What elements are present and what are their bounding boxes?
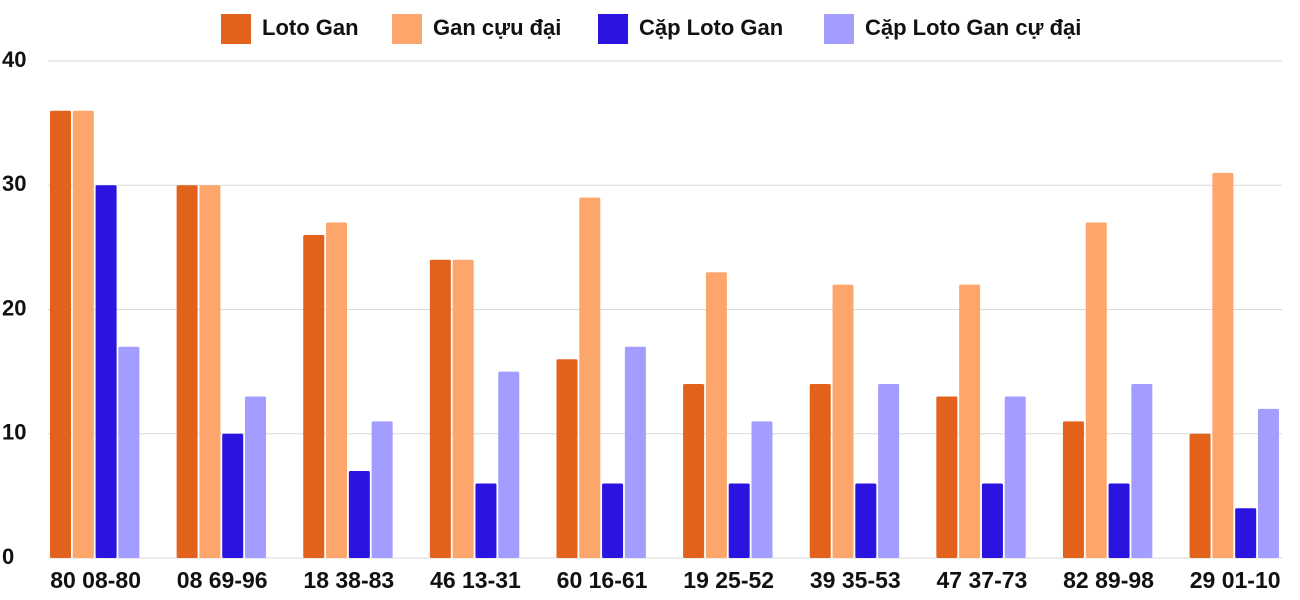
bar [498, 371, 520, 558]
y-tick-label: 20 [2, 295, 26, 320]
bar [981, 483, 1003, 558]
bar [959, 284, 981, 558]
bar [72, 110, 94, 558]
bar [176, 185, 198, 558]
x-tick-label: 47 37-73 [937, 567, 1028, 593]
bar [878, 384, 900, 558]
x-tick-label: 60 16-61 [557, 567, 648, 593]
legend-label: Gan cựu đại [433, 15, 561, 40]
x-tick-label: 29 01-10 [1190, 567, 1281, 593]
bar [936, 396, 958, 558]
x-tick-label: 82 89-98 [1063, 567, 1154, 593]
legend-label: Loto Gan [262, 15, 359, 40]
bar [1085, 222, 1107, 558]
bar [1131, 384, 1153, 558]
bar [855, 483, 877, 558]
bar [118, 346, 140, 558]
y-tick-label: 0 [2, 544, 14, 569]
x-tick-label: 18 38-83 [303, 567, 394, 593]
legend-label: Cặp Loto Gan [639, 15, 783, 40]
legend-swatch [824, 14, 854, 44]
bar [624, 346, 646, 558]
bar [245, 396, 267, 558]
bar [579, 197, 601, 559]
y-tick-label: 30 [2, 171, 26, 196]
bar [475, 483, 497, 558]
bar [751, 421, 773, 558]
legend-swatch [221, 14, 251, 44]
legend-label: Cặp Loto Gan cự đại [865, 15, 1081, 40]
bar [348, 471, 370, 558]
bar [326, 222, 348, 558]
y-tick-label: 10 [2, 420, 26, 445]
bar [95, 185, 117, 558]
bar [222, 433, 244, 558]
legend-swatch [598, 14, 628, 44]
x-tick-label: 80 08-80 [50, 567, 141, 593]
x-tick-label: 19 25-52 [683, 567, 774, 593]
bar [429, 259, 451, 558]
bar [1189, 433, 1211, 558]
bar [1108, 483, 1130, 558]
bar [371, 421, 393, 558]
bar [452, 259, 474, 558]
bar [705, 272, 727, 558]
bar [683, 384, 705, 558]
x-tick-label: 46 13-31 [430, 567, 521, 593]
bar [1212, 172, 1234, 558]
bar [1062, 421, 1084, 558]
bar [1235, 508, 1257, 558]
bar [602, 483, 624, 558]
bar [809, 384, 831, 558]
bar [728, 483, 750, 558]
x-tick-label: 39 35-53 [810, 567, 901, 593]
legend-swatch [392, 14, 422, 44]
bar [1004, 396, 1026, 558]
bar [303, 234, 325, 558]
x-tick-label: 08 69-96 [177, 567, 268, 593]
bar [556, 359, 578, 558]
y-tick-label: 40 [2, 47, 26, 72]
bar [832, 284, 854, 558]
bar [50, 110, 71, 558]
bar [1257, 408, 1279, 558]
bar [199, 185, 221, 558]
